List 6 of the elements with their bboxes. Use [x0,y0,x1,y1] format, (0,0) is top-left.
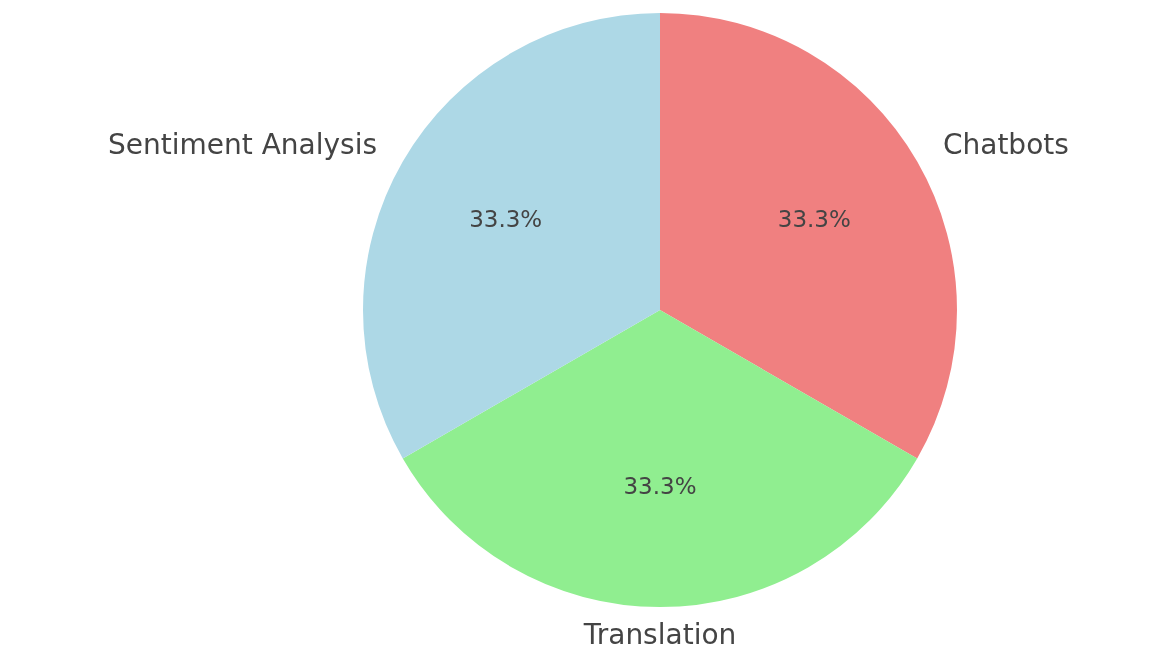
slice-label: Sentiment Analysis [108,127,378,161]
data-label: 33.3% [777,205,851,232]
slice-label: Translation [582,617,737,651]
slice-label: Chatbots [942,127,1069,161]
data-label: 33.3% [469,205,543,232]
data-label: 33.3% [623,473,697,500]
